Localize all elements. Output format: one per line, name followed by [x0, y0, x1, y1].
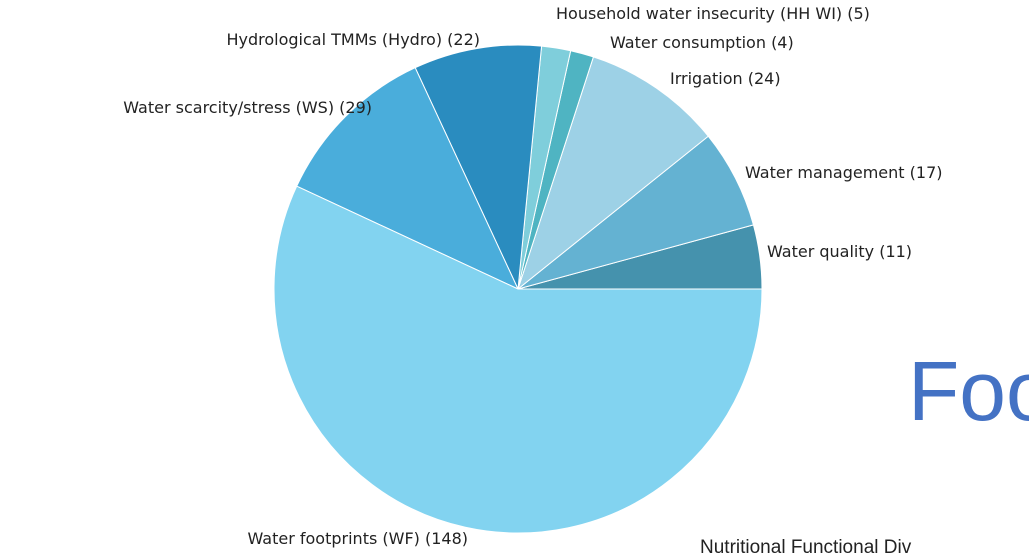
- slide-subheading: Nutritional Functional Div: [700, 537, 912, 553]
- slice-label: Water quality (11): [767, 242, 912, 261]
- pie-slice: [273, 185, 763, 534]
- slide-heading: Foo: [908, 344, 1029, 438]
- slice-label: Household water insecurity (HH WI) (5): [556, 4, 870, 23]
- slice-label: Water management (17): [745, 163, 943, 182]
- slice-label: Hydrological TMMs (Hydro) (22): [226, 30, 480, 49]
- pie-slice: [296, 67, 520, 291]
- slice-label: Water scarcity/stress (WS) (29): [123, 98, 372, 117]
- pie-slice: [517, 56, 709, 291]
- slice-label: Irrigation (24): [670, 69, 781, 88]
- slice-label: Water consumption (4): [610, 33, 794, 52]
- pie-chart: [273, 44, 763, 534]
- slice-label: Water footprints (WF) (148): [248, 529, 469, 548]
- pie-slice: [414, 44, 543, 291]
